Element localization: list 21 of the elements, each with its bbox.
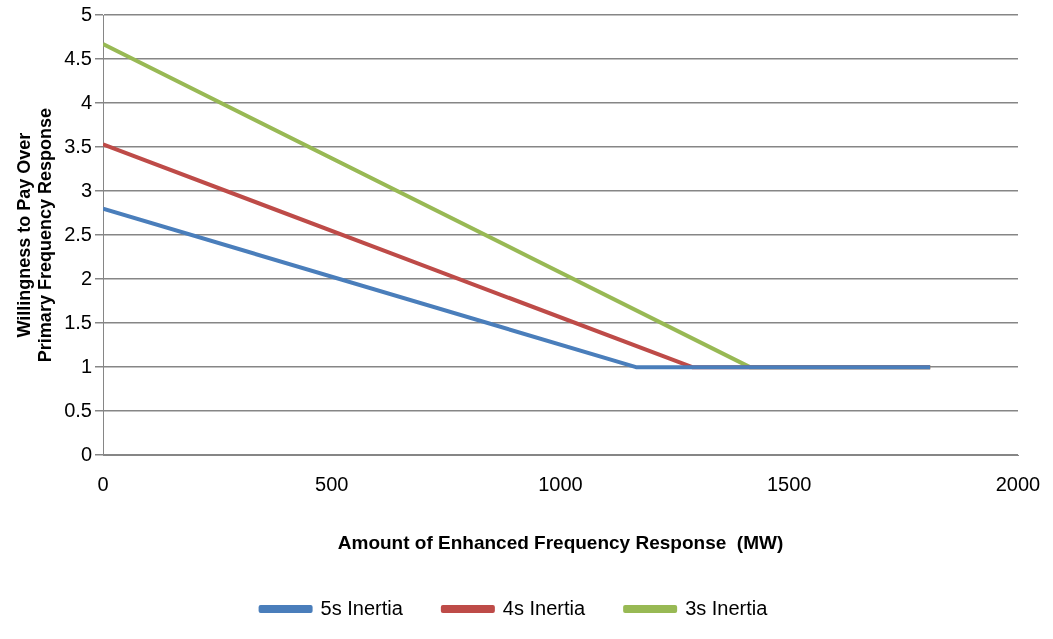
y-tick-label: 0 bbox=[80, 442, 92, 465]
legend-label: 5s Inertia bbox=[320, 596, 404, 619]
y-tick-label: 4.5 bbox=[64, 46, 92, 69]
legend-label: 4s Inertia bbox=[502, 596, 587, 619]
x-tick-label: 1500 bbox=[767, 472, 812, 495]
x-tick-label: 0 bbox=[97, 472, 109, 495]
x-tick-label: 2000 bbox=[995, 472, 1041, 495]
y-tick-label: 1.5 bbox=[64, 310, 92, 333]
y-tick-label: 3 bbox=[80, 178, 92, 201]
y-axis-title: Willingness to Pay Over Primary Frequency Response bbox=[13, 108, 56, 363]
y-tick-label: 0.5 bbox=[64, 398, 92, 421]
y-tick-label: 2.5 bbox=[64, 222, 92, 245]
legend-label: 3s Inertia bbox=[685, 596, 769, 619]
x-axis-title: Amount of Enhanced Frequency Response (MW) bbox=[337, 531, 784, 553]
x-tick-label: 1000 bbox=[538, 472, 583, 495]
y-tick-label: 3.5 bbox=[64, 134, 92, 157]
y-tick-label: 5 bbox=[80, 2, 92, 25]
y-tick-label: 2 bbox=[80, 266, 92, 289]
y-tick-label: 1 bbox=[80, 354, 92, 377]
y-tick-label: 4 bbox=[80, 90, 92, 113]
x-tick-label: 500 bbox=[315, 472, 349, 495]
